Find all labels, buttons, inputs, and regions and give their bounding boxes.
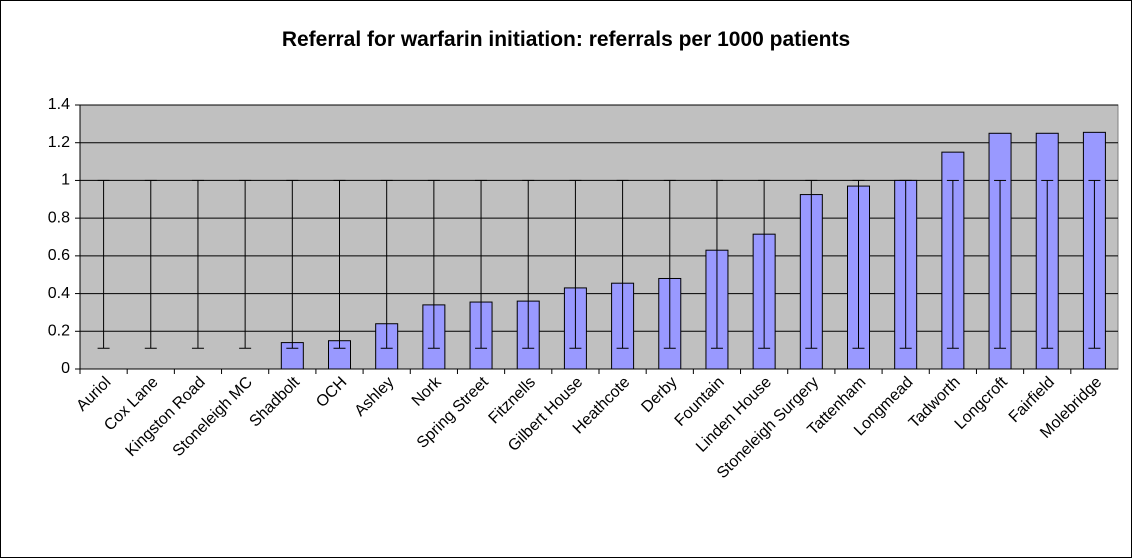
y-tick-label: 0.2 (48, 323, 70, 340)
chart-title: Referral for warfarin initiation: referr… (282, 28, 850, 51)
y-tick-label: 0 (61, 360, 70, 377)
y-tick-label: 0.4 (48, 285, 70, 302)
y-tick-label: 1.4 (48, 96, 70, 113)
y-tick-label: 1.2 (48, 134, 70, 151)
y-tick-label: 1 (61, 172, 70, 189)
y-tick-label: 0.6 (48, 247, 70, 264)
y-tick-label: 0.8 (48, 209, 70, 226)
